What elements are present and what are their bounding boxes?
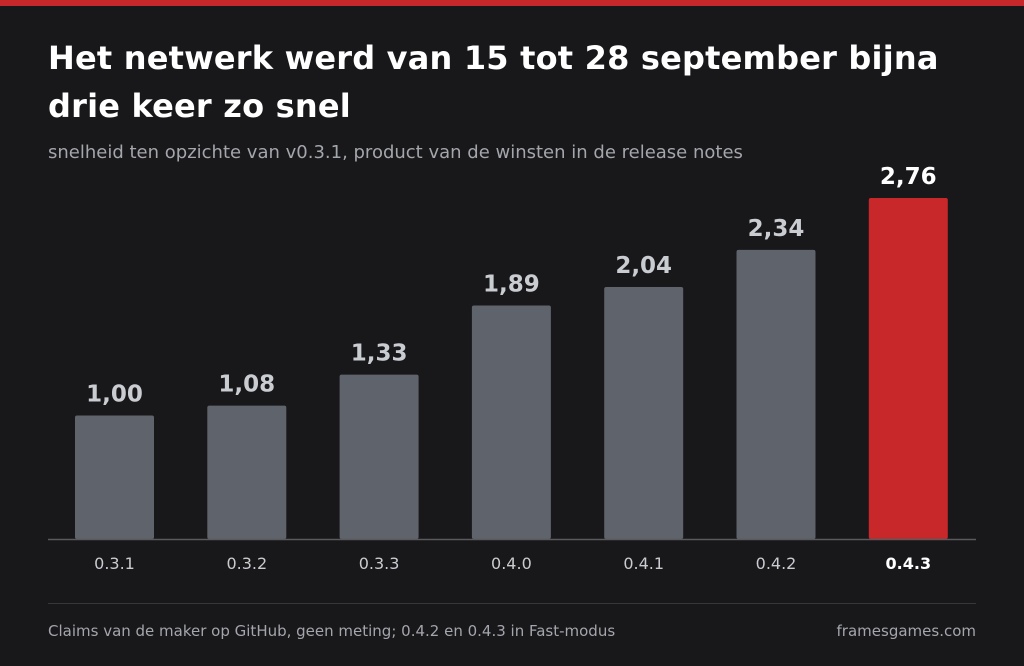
bar-0.4.3 — [868, 198, 948, 539]
x-tick-label-0.4.1: 0.4.1 — [623, 554, 664, 573]
footnote: Claims van de maker op GitHub, geen meti… — [48, 622, 616, 640]
bar-0.3.2 — [207, 405, 287, 539]
bar-0.4.0 — [471, 305, 551, 539]
x-tick-label-0.4.0: 0.4.0 — [491, 554, 532, 573]
chart-title: Het netwerk werd van 15 tot 28 september… — [48, 39, 939, 125]
value-label-0.4.0: 1,89 — [483, 271, 540, 297]
value-label-0.4.2: 2,34 — [748, 216, 805, 242]
footer-divider — [48, 603, 976, 604]
x-tick-label-0.4.2: 0.4.2 — [756, 554, 797, 573]
bar-0.3.3 — [339, 374, 419, 539]
x-tick-label-0.3.2: 0.3.2 — [226, 554, 267, 573]
bar-0.4.1 — [604, 286, 684, 539]
source-credit: framesgames.com — [836, 622, 976, 640]
x-tick-label-0.3.3: 0.3.3 — [359, 554, 400, 573]
chart-subtitle: snelheid ten opzichte van v0.3.1, produc… — [48, 142, 743, 163]
top-accent-bar — [0, 0, 1024, 6]
value-label-0.4.3: 2,76 — [880, 164, 937, 190]
bar-0.3.1 — [75, 415, 154, 539]
bar-0.4.2 — [736, 249, 816, 540]
value-label-0.3.1: 1,00 — [86, 381, 143, 407]
value-label-0.4.1: 2,04 — [615, 253, 672, 279]
value-label-0.3.3: 1,33 — [351, 341, 408, 367]
bar-chart: 1,00 0.3.1 1,08 0.3.2 1,33 0.3.3 1,89 0.4.0 2,04… — [48, 164, 976, 573]
x-tick-label-0.3.1: 0.3.1 — [94, 554, 135, 573]
value-label-0.3.2: 1,08 — [218, 372, 275, 398]
x-tick-label-0.4.3: 0.4.3 — [886, 554, 932, 573]
